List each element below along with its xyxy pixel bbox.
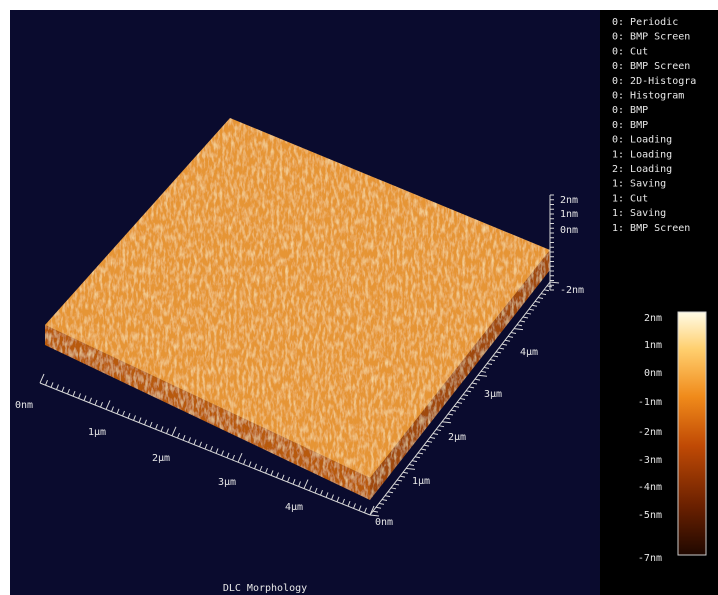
colorbar-label: -2nm (638, 427, 662, 438)
x-axis-label: 0nm (15, 400, 33, 411)
log-line: 0: BMP Screen (612, 61, 690, 72)
colorbar-label: -1nm (638, 397, 662, 408)
y-axis-label: 2µm (448, 432, 466, 443)
y-axis-label: 0nm (375, 517, 393, 528)
colorbar (678, 312, 706, 555)
log-line: 0: Histogram (612, 91, 684, 102)
colorbar-label: -7nm (638, 553, 662, 564)
log-line: 0: Cut (612, 46, 648, 57)
log-line: 0: BMP Screen (612, 32, 690, 43)
plot-title: DLC Morphology (223, 583, 307, 594)
log-line: 0: Periodic (612, 17, 678, 28)
log-line: 1: Saving (612, 208, 666, 219)
log-line: 0: 2D-Histogra (612, 76, 696, 87)
log-line: 0: Loading (612, 135, 672, 146)
x-axis-label: 3µm (218, 477, 236, 488)
colorbar-label: -3nm (638, 455, 662, 466)
y-axis-label: 1µm (412, 476, 430, 487)
x-axis-label: 2µm (152, 453, 170, 464)
z-axis-label: 0nm (560, 225, 578, 236)
colorbar-label: 1nm (644, 340, 662, 351)
colorbar-label: 0nm (644, 368, 662, 379)
log-line: 1: BMP Screen (612, 223, 690, 234)
y-axis-label: 3µm (484, 389, 502, 400)
x-axis-label: 4µm (285, 502, 303, 513)
log-line: 2: Loading (612, 164, 672, 175)
z-axis-label: 1nm (560, 209, 578, 220)
z-axis-label: 2nm (560, 195, 578, 206)
x-axis-label: 1µm (88, 427, 106, 438)
colorbar-label: -4nm (638, 482, 662, 493)
colorbar-label: -5nm (638, 510, 662, 521)
log-line: 1: Saving (612, 179, 666, 190)
colorbar-label: 2nm (644, 313, 662, 324)
page: DLC Morphology 0: Periodic 0: BMP Screen 0… (0, 0, 718, 595)
log-line: 0: BMP (612, 120, 648, 131)
z-axis-label: -2nm (560, 285, 584, 296)
afm-window: DLC Morphology 0: Periodic 0: BMP Screen 0… (0, 0, 718, 595)
log-line: 1: Loading (612, 149, 672, 160)
log-line: 0: BMP (612, 105, 648, 116)
y-axis-label: 4µm (520, 347, 538, 358)
log-line: 1: Cut (612, 193, 648, 204)
